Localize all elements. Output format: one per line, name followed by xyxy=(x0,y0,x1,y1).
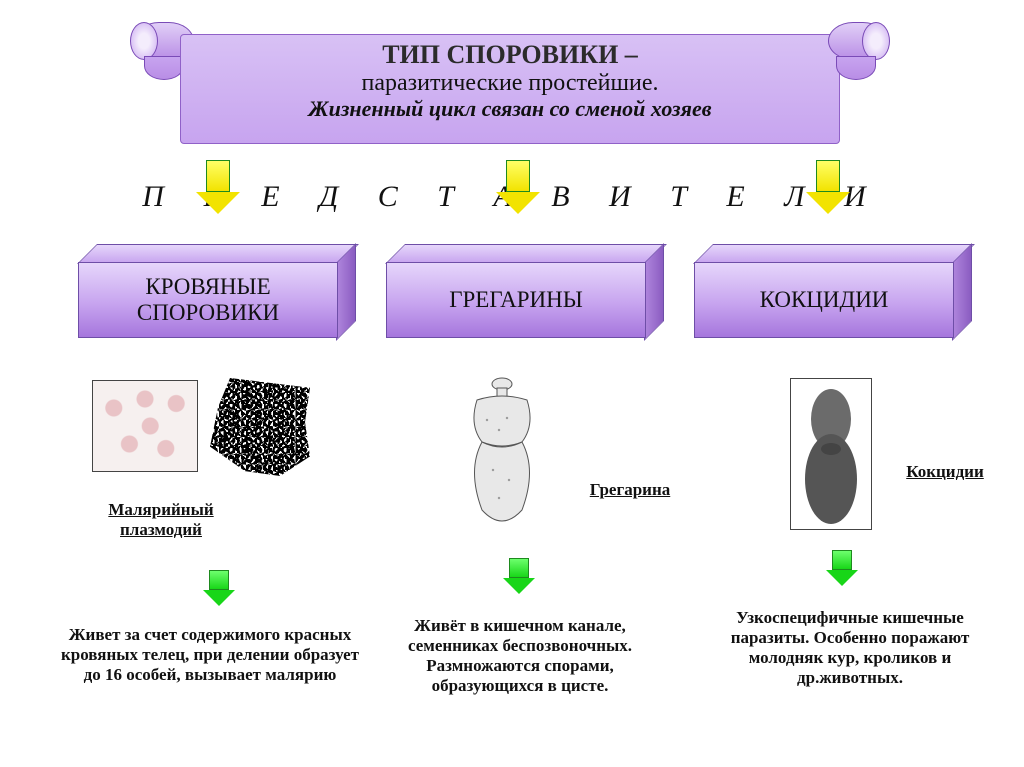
arrow-down-icon xyxy=(196,160,240,214)
arrow-down-icon xyxy=(806,160,850,214)
desc-plasmodium: Живет за счет содержимого красных кровян… xyxy=(60,625,360,685)
title-banner: ТИП СПОРОВИКИ – паразитические простейши… xyxy=(140,24,880,154)
arrow-down-icon xyxy=(496,160,540,214)
category-box-blood-sporozoans: КРОВЯНЫЕ СПОРОВИКИ xyxy=(78,262,338,338)
category-box-gregarines: ГРЕГАРИНЫ xyxy=(386,262,646,338)
image-gregarine xyxy=(447,370,557,535)
arrow-down-icon xyxy=(497,558,541,594)
caption-gregarine: Грегарина xyxy=(575,480,685,500)
banner-subtitle: паразитические простейшие. xyxy=(181,70,839,96)
image-plasmodium-noise xyxy=(210,378,310,476)
category-label: КОКЦИДИИ xyxy=(694,262,954,338)
category-label: КРОВЯНЫЕ СПОРОВИКИ xyxy=(78,262,338,338)
image-blood-cells xyxy=(92,380,198,472)
scroll-right-icon xyxy=(828,22,886,82)
desc-coccidia: Узкоспецифичные кишечные паразиты. Особе… xyxy=(710,608,990,688)
arrow-down-icon xyxy=(820,550,864,586)
banner-note: Жизненный цикл связан со сменой хозяев xyxy=(181,96,839,121)
image-coccidia xyxy=(790,378,872,530)
arrow-down-icon xyxy=(197,570,241,606)
category-label: ГРЕГАРИНЫ xyxy=(386,262,646,338)
category-box-coccidia: КОКЦИДИИ xyxy=(694,262,954,338)
banner-title: ТИП СПОРОВИКИ – xyxy=(181,41,839,70)
caption-plasmodium: Малярийный плазмодий xyxy=(86,500,236,540)
caption-coccidia: Кокцидии xyxy=(890,462,1000,482)
banner-body: ТИП СПОРОВИКИ – паразитические простейши… xyxy=(180,34,840,144)
desc-gregarine: Живёт в кишечном канале, семенниках бесп… xyxy=(400,616,640,696)
